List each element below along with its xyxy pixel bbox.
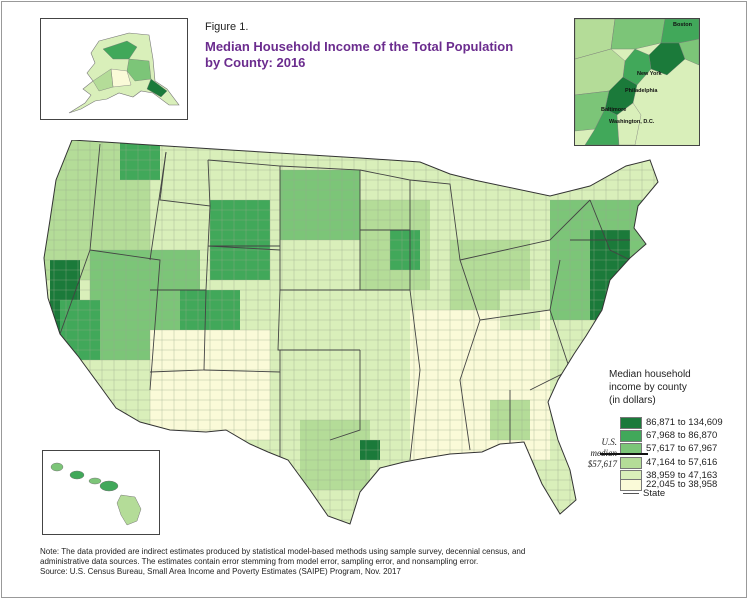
note-block: Note: The data provided are indirect est… xyxy=(40,547,710,577)
legend-label: 47,164 to 57,616 xyxy=(646,457,718,468)
us-median-line-1: U.S. xyxy=(601,437,618,447)
legend-title-line-3: (in dollars) xyxy=(609,395,656,406)
state-boundary-symbol xyxy=(623,493,639,494)
legend-item: 22,045 to 38,958 xyxy=(620,479,740,491)
figure-label: Figure 1. xyxy=(205,21,249,33)
map-title: Median Household Income of the Total Pop… xyxy=(205,39,565,71)
us-median-line-2: median xyxy=(590,448,618,458)
us-median-line xyxy=(600,453,648,455)
legend-swatch xyxy=(620,417,642,429)
legend-title-line-1: Median household xyxy=(609,369,691,380)
legend-item: 57,617 to 67,967 xyxy=(620,443,740,455)
city-label-boston: Boston xyxy=(673,22,692,28)
legend-swatch xyxy=(620,457,642,469)
northeast-map xyxy=(575,19,699,145)
legend-swatch xyxy=(620,430,642,442)
legend-label: 22,045 to 38,958 xyxy=(646,479,718,490)
city-label-washington-dc: Washington, D.C. xyxy=(609,119,655,125)
title-line-1: Median Household Income of the Total Pop… xyxy=(205,39,514,54)
northeast-inset: Boston New York Philadelphia Baltimore W… xyxy=(574,18,700,146)
legend-swatch xyxy=(620,479,642,491)
alaska-map xyxy=(68,32,180,114)
city-label-baltimore: Baltimore xyxy=(601,107,627,113)
state-boundary-label: State xyxy=(643,488,666,499)
city-label-philadelphia: Philadelphia xyxy=(625,88,658,94)
hawaii-inset xyxy=(42,450,160,535)
hawaii-map xyxy=(50,462,142,526)
alaska-inset xyxy=(40,18,188,120)
city-label-new-york: New York xyxy=(637,71,662,77)
legend-label: 38,959 to 47,163 xyxy=(646,470,718,481)
us-median-line-3: $57,617 xyxy=(587,459,617,469)
legend-label: 57,617 to 67,967 xyxy=(646,443,718,454)
note-line-2: administrative data sources. The estimat… xyxy=(40,557,479,566)
contiguous-us-map xyxy=(43,140,659,525)
us-median-label: U.S. median $57,617 xyxy=(573,437,617,470)
source-line: Source: U.S. Census Bureau, Small Area I… xyxy=(40,567,401,576)
note-line-1: Note: The data provided are indirect est… xyxy=(40,547,526,556)
legend-item: 67,968 to 86,870 xyxy=(620,430,740,442)
legend-item: 86,871 to 134,609 xyxy=(620,417,740,429)
legend-item: 47,164 to 57,616 xyxy=(620,457,740,469)
legend-title: Median household income by county (in do… xyxy=(609,368,691,407)
legend-label: 86,871 to 134,609 xyxy=(646,417,723,428)
legend-title-line-2: income by county xyxy=(609,382,687,393)
legend-label: 67,968 to 86,870 xyxy=(646,430,718,441)
title-line-2: by County: 2016 xyxy=(205,55,306,70)
